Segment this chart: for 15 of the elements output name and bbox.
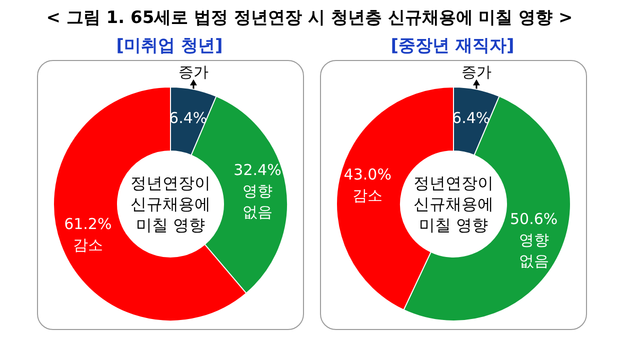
data-label: 43.0% (344, 165, 392, 184)
chart-subtitle: [중장년 재직자] (390, 35, 516, 57)
chart-subtitle: [미취업 청년] (115, 35, 224, 57)
chart-title: < 그림 1. 65세로 법정 정년연장 시 청년층 신규채용에 미칠 영향 > (45, 7, 574, 29)
slice-label: 증가 (178, 62, 208, 81)
slice-label: 증가 (461, 62, 492, 81)
slice-label: 영향 없음 (242, 182, 272, 221)
data-label: 61.2% (64, 214, 112, 233)
slice-label: 감소 (72, 236, 103, 254)
slice-label: 영향 없음 (518, 230, 549, 270)
data-label: 32.4% (234, 160, 282, 179)
text: 정년연장이 신규채용에 미칠 영향 (130, 174, 210, 234)
text: 정년연장이 신규채용에 미칠 영향 (414, 174, 494, 234)
data-label: 50.6% (510, 210, 558, 228)
slice-label: 감소 (352, 186, 383, 204)
